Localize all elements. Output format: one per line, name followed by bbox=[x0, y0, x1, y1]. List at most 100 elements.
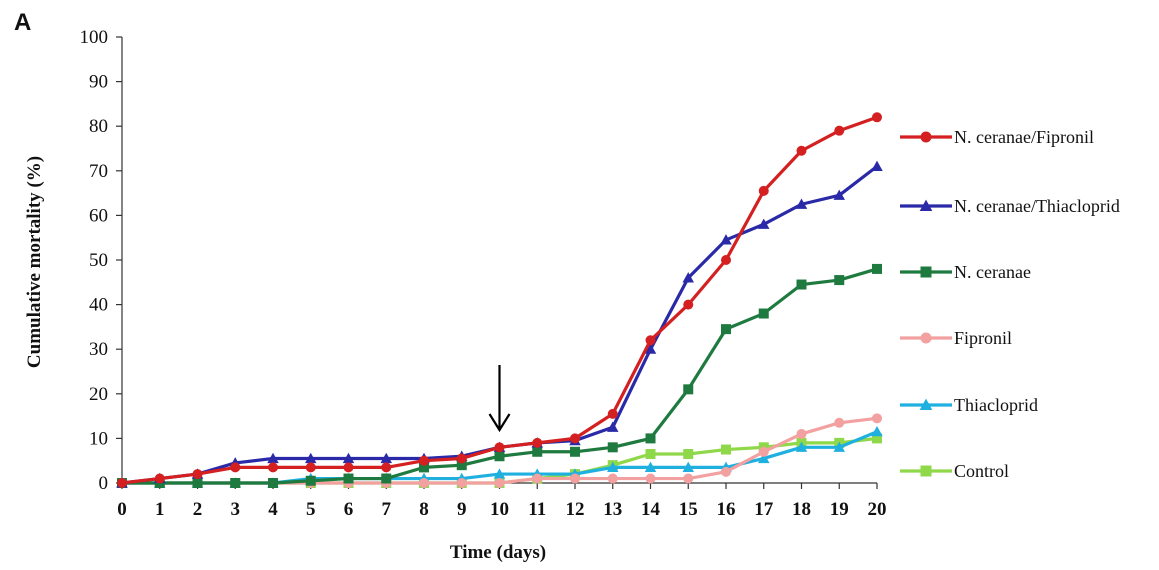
data-point bbox=[305, 452, 317, 464]
data-point bbox=[683, 299, 694, 310]
y-axis-title: Cumulative mortality (%) bbox=[24, 156, 45, 368]
legend-marker bbox=[919, 398, 933, 411]
data-point bbox=[834, 275, 845, 286]
data-point bbox=[758, 308, 769, 319]
x-tick-label: 8 bbox=[419, 499, 429, 520]
y-tick-label: 10 bbox=[89, 428, 108, 449]
legend-label: N. ceranae/Thiacloprid bbox=[954, 196, 1120, 216]
data-point bbox=[871, 425, 883, 437]
data-point bbox=[683, 473, 694, 484]
data-point bbox=[381, 462, 392, 473]
data-point bbox=[230, 478, 241, 488]
x-tick-label: 13 bbox=[603, 499, 622, 520]
data-point bbox=[721, 324, 731, 335]
x-tick-label: 20 bbox=[868, 499, 887, 520]
data-point bbox=[645, 449, 656, 460]
data-point bbox=[532, 437, 543, 448]
data-point bbox=[683, 449, 694, 460]
data-point bbox=[834, 417, 845, 428]
x-tick-label: 17 bbox=[754, 499, 774, 520]
data-point bbox=[872, 112, 882, 123]
legend-item: N. ceranae/Thiacloprid bbox=[900, 196, 1120, 216]
data-point bbox=[682, 272, 694, 283]
data-point bbox=[645, 473, 656, 484]
data-point bbox=[833, 441, 845, 452]
data-point bbox=[796, 428, 807, 439]
data-point bbox=[493, 468, 506, 479]
y-tick-label: 0 bbox=[99, 473, 109, 494]
data-point bbox=[343, 473, 354, 484]
data-point bbox=[532, 473, 543, 484]
y-tick-label: 50 bbox=[89, 250, 108, 271]
x-tick-label: 4 bbox=[268, 499, 278, 520]
data-point bbox=[607, 442, 618, 453]
data-point bbox=[380, 452, 392, 464]
x-tick-label: 10 bbox=[490, 499, 509, 520]
series-layer bbox=[116, 112, 883, 488]
data-point bbox=[230, 462, 241, 473]
legend-label: Thiacloprid bbox=[954, 395, 1038, 415]
data-point bbox=[268, 462, 278, 473]
data-point bbox=[721, 255, 731, 265]
data-point bbox=[154, 473, 165, 484]
data-point bbox=[268, 478, 278, 488]
data-point bbox=[607, 408, 618, 419]
x-tick-label: 11 bbox=[528, 499, 546, 520]
data-point bbox=[419, 462, 429, 473]
data-point bbox=[343, 462, 354, 473]
legend-label: N. ceranae/Fipronil bbox=[954, 127, 1094, 147]
legend-item: Fipronil bbox=[900, 328, 1012, 348]
x-tick-label: 18 bbox=[792, 499, 811, 520]
data-point bbox=[419, 455, 429, 466]
y-tick-label: 60 bbox=[89, 205, 108, 226]
data-point bbox=[795, 441, 808, 452]
data-point bbox=[570, 446, 580, 457]
data-point bbox=[721, 466, 731, 477]
data-point bbox=[381, 473, 392, 484]
data-point bbox=[607, 473, 618, 484]
data-point bbox=[267, 452, 279, 464]
data-point bbox=[494, 442, 505, 453]
legend-marker bbox=[920, 131, 932, 143]
y-tick-label: 100 bbox=[80, 27, 109, 48]
data-point bbox=[795, 198, 808, 209]
data-point bbox=[305, 475, 316, 486]
data-point bbox=[532, 446, 543, 457]
y-tick-label: 90 bbox=[89, 72, 108, 93]
x-tick-label: 7 bbox=[382, 499, 392, 520]
data-point bbox=[758, 218, 770, 229]
data-point bbox=[305, 462, 316, 473]
data-point bbox=[833, 189, 845, 200]
x-tick-label: 15 bbox=[679, 499, 698, 520]
y-tick-label: 30 bbox=[89, 339, 108, 360]
series-n-ceranae-thiacloprid bbox=[116, 160, 883, 488]
data-point bbox=[607, 461, 619, 472]
legend-marker bbox=[920, 332, 932, 344]
annotations bbox=[488, 365, 511, 433]
x-tick-label: 6 bbox=[344, 499, 354, 520]
data-point bbox=[607, 421, 619, 432]
series-line bbox=[121, 165, 878, 485]
legend-item: Control bbox=[900, 461, 1009, 481]
data-point bbox=[192, 478, 203, 488]
legend-item: N. ceranae bbox=[900, 262, 1031, 282]
x-tick-label: 9 bbox=[457, 499, 467, 520]
x-tick-label: 12 bbox=[566, 499, 585, 520]
y-tick-label: 70 bbox=[89, 161, 108, 182]
legend-label: Fipronil bbox=[954, 328, 1012, 348]
data-point bbox=[117, 478, 127, 488]
data-point bbox=[682, 461, 694, 472]
legend-marker bbox=[920, 465, 932, 477]
data-point bbox=[720, 234, 732, 245]
data-point bbox=[645, 335, 656, 346]
legend-label: Control bbox=[954, 461, 1009, 481]
data-point bbox=[570, 473, 580, 484]
data-point bbox=[456, 453, 467, 464]
data-point bbox=[834, 125, 845, 136]
legend-marker bbox=[919, 199, 933, 212]
data-point bbox=[570, 433, 580, 444]
series-n-ceranae-fipronil bbox=[117, 112, 882, 488]
data-point bbox=[796, 145, 807, 156]
